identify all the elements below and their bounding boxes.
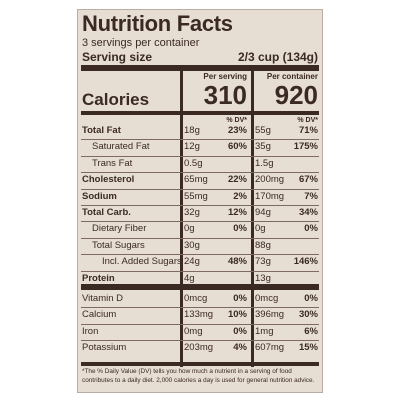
amount: 55mg [184,190,208,202]
daily-value: 15% [298,342,318,354]
nutrient-name: Calcium [82,309,117,321]
daily-value: 71% [298,125,318,136]
amount: 35g [255,141,271,153]
amount: 18g [184,125,200,136]
amount: 1mg [255,325,274,337]
row-rule [81,340,319,342]
dv-header: % DV* [226,117,247,124]
daily-value: 175% [293,141,318,153]
nutrient-name: Cholesterol [82,174,135,186]
daily-value: 0% [233,293,247,304]
amount: 24g [184,256,200,268]
row-rule [81,172,319,174]
row-rule [81,155,319,157]
amount: 88g [255,239,271,251]
thick-rule [81,284,319,290]
daily-value: 30% [298,309,318,321]
daily-value: 48% [227,256,247,268]
amount: 73g [255,256,271,268]
row-rule [81,254,319,256]
daily-value: 6% [304,325,318,337]
amount: 203mg [184,342,214,354]
daily-value: 67% [298,174,318,186]
footnote: *The % Daily Value (DV) tells you how mu… [82,368,315,384]
amount: 4g [184,272,195,284]
amount: 170mg [255,190,285,202]
nutrient-name: Incl. Added Sugars [102,256,182,268]
nutrient-name: Total Sugars [92,239,145,251]
amount: 55g [255,125,271,136]
column-header: Per serving [203,72,247,81]
row-rule [81,221,319,223]
column-divider [180,71,183,367]
amount: 0mg [184,325,203,337]
daily-value: 60% [227,141,247,153]
daily-value: 146% [293,256,318,268]
nutrient-name: Saturated Fat [92,141,150,153]
daily-value: 34% [298,207,318,218]
nutrient-name: Iron [82,325,99,337]
row-rule [81,323,319,325]
amount: 1.5g [255,157,274,169]
daily-value: 4% [233,342,247,354]
row-rule [81,237,319,239]
nutrient-name: Protein [82,272,115,284]
amount: 65mg [184,174,208,186]
calories-value: 920 [274,80,318,110]
column-divider [251,71,254,367]
amount: 0g [255,223,266,235]
nutrient-name: Vitamin D [82,293,124,304]
row-rule [81,205,319,206]
nutrient-name: Dietary Fiber [92,223,147,235]
row-rule [81,139,319,141]
thick-rule [81,65,319,71]
nutrient-name: Total Fat [82,125,121,136]
calories-value: 310 [203,80,247,110]
dv-header: % DV* [297,117,318,124]
amount: 200mg [255,174,285,186]
nutrition-label: Nutrition Facts 3 servings per container… [77,9,323,393]
daily-value: 0% [233,223,247,235]
nutrient-name: Total Carb. [82,207,131,218]
row-rule [81,307,319,309]
calories-label: Calories [82,90,150,109]
amount: 94g [255,207,271,218]
column-header: Per container [266,72,318,81]
nutrient-name: Trans Fat [92,157,133,169]
medium-rule [81,362,319,366]
amount: 0mcg [184,293,208,304]
servings: 3 servings per container [82,37,200,49]
medium-rule [81,111,319,115]
amount: 396mg [255,309,285,321]
row-rule [81,188,319,190]
amount: 32g [184,207,200,218]
row-rule [81,270,319,272]
daily-value: 7% [304,190,318,202]
amount: 12g [184,141,200,153]
daily-value: 23% [227,125,247,136]
amount: 133mg [184,309,214,321]
daily-value: 22% [227,174,247,186]
daily-value: 10% [227,309,247,321]
title: Nutrition Facts [82,11,233,36]
amount: 607mg [255,342,285,354]
daily-value: 2% [233,190,247,202]
daily-value: 12% [227,207,247,218]
nutrient-name: Sodium [82,190,117,202]
serving-size: 2/3 cup (134g) [237,50,318,64]
amount: 30g [184,239,200,251]
daily-value: 0% [304,223,318,235]
daily-value: 0% [304,293,318,304]
amount: 0.5g [184,157,203,169]
amount: 0g [184,223,195,235]
nutrient-name: Potassium [82,342,127,354]
amount: 0mcg [255,293,279,304]
serving-size-label: Serving size [82,50,153,64]
daily-value: 0% [233,325,247,337]
amount: 13g [255,272,271,284]
